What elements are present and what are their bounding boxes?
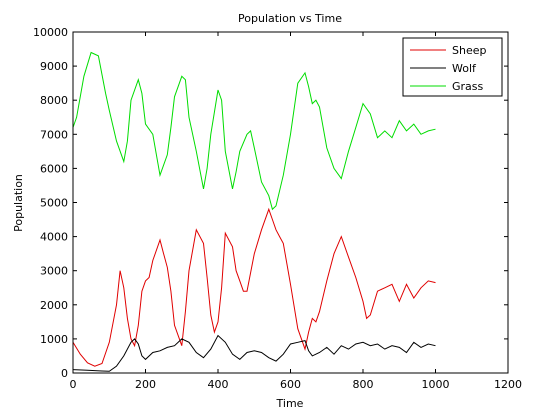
x-tick-label: 200 bbox=[135, 378, 156, 391]
legend-label-grass: Grass bbox=[452, 80, 484, 93]
x-tick-label: 400 bbox=[208, 378, 229, 391]
y-tick-label: 6000 bbox=[40, 162, 68, 175]
y-tick-label: 7000 bbox=[40, 128, 68, 141]
legend-label-sheep: Sheep bbox=[452, 44, 486, 57]
y-tick-label: 9000 bbox=[40, 60, 68, 73]
series-line-grass bbox=[72, 51, 436, 211]
y-tick-label: 10000 bbox=[33, 26, 68, 39]
x-tick-label: 1200 bbox=[494, 378, 522, 391]
legend: Sheep Wolf Grass bbox=[402, 37, 503, 97]
x-tick-label: 800 bbox=[353, 378, 374, 391]
y-tick-label: 2000 bbox=[40, 299, 68, 312]
y-tick-label: 5000 bbox=[40, 197, 68, 210]
series-line-wolf bbox=[72, 334, 436, 372]
y-tick-label: 3000 bbox=[40, 265, 68, 278]
legend-label-wolf: Wolf bbox=[452, 62, 477, 75]
x-axis-label: Time bbox=[276, 397, 304, 410]
y-tick-label: 8000 bbox=[40, 94, 68, 107]
x-tick-label: 0 bbox=[70, 378, 77, 391]
y-axis-label: Population bbox=[12, 174, 25, 232]
series-line-sheep bbox=[72, 207, 436, 367]
x-tick-label: 1000 bbox=[422, 378, 450, 391]
y-ticks: 0 1000 2000 3000 4000 5000 6000 7000 8000 9000 100… bbox=[33, 26, 508, 380]
series-layer bbox=[72, 51, 436, 372]
x-tick-label: 600 bbox=[280, 378, 301, 391]
chart-title: Population vs Time bbox=[238, 12, 342, 25]
y-tick-label: 0 bbox=[61, 367, 68, 380]
y-tick-label: 4000 bbox=[40, 231, 68, 244]
y-tick-label: 1000 bbox=[40, 333, 68, 346]
x-ticks: 0 200 400 600 800 1000 1200 bbox=[70, 32, 522, 391]
